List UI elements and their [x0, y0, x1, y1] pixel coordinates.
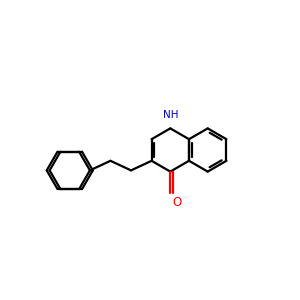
Text: O: O	[172, 196, 182, 209]
Text: NH: NH	[163, 110, 178, 120]
